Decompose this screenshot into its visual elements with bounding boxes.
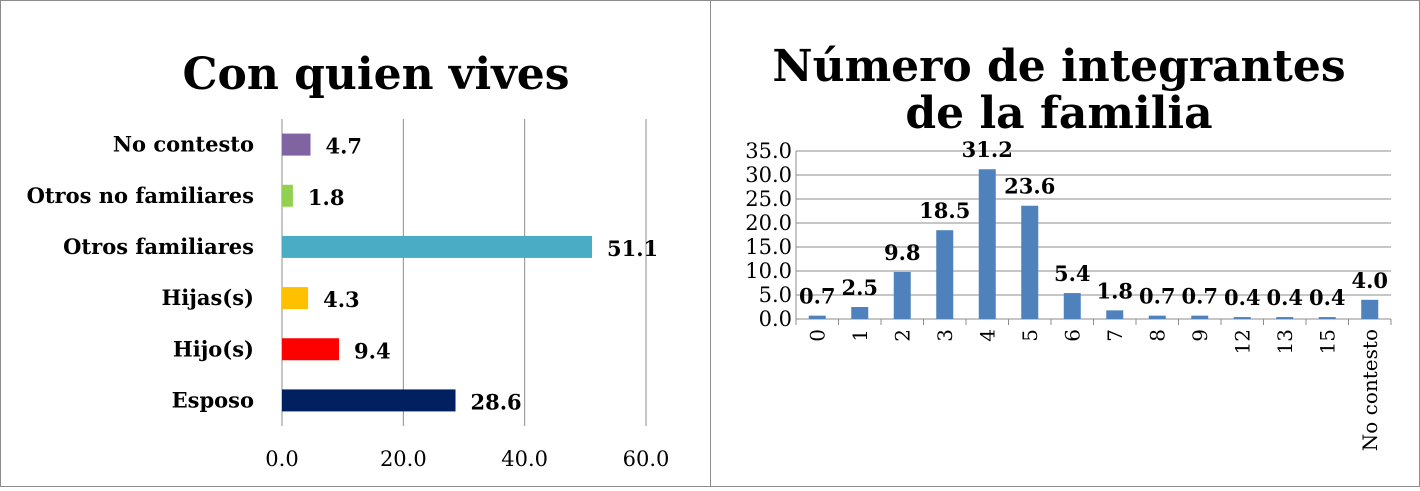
bar — [1106, 310, 1124, 319]
chart-numero-integrantes: Número de integrantes de la familia 0.7 2… — [745, 41, 1392, 451]
bar — [282, 133, 311, 156]
x-category-label: 5 — [1018, 329, 1042, 342]
chart-con-quien-vives: Con quien vives No contesto Otros no fami… — [27, 49, 670, 471]
bar — [282, 338, 340, 361]
data-label: 1.8 — [308, 185, 345, 210]
data-label: 0.7 — [799, 284, 836, 309]
bar — [282, 287, 309, 310]
x-category-label: 0 — [805, 329, 829, 342]
bar — [1191, 315, 1209, 319]
chart-title: Con quien vives — [182, 49, 569, 100]
data-label: 31.2 — [962, 137, 1013, 162]
data-label: 0.4 — [1224, 285, 1261, 310]
data-label: 5.4 — [1054, 261, 1091, 286]
data-label: 4.3 — [323, 287, 360, 312]
x-category-label: No contesto — [1358, 329, 1382, 451]
category-label: Hijas(s) — [161, 285, 254, 310]
data-label: 0.4 — [1309, 285, 1346, 310]
data-label: 2.5 — [841, 275, 878, 300]
chart-title-line-1: Número de integrantes — [772, 41, 1345, 92]
y-tick-label: 20.0 — [745, 211, 792, 235]
data-label: 4.0 — [1351, 268, 1388, 293]
x-tick-label: 60.0 — [623, 447, 670, 471]
x-category-label: 6 — [1060, 329, 1084, 342]
category-label: Esposo — [172, 387, 254, 412]
data-label: 51.1 — [607, 236, 658, 261]
x-tick-label: 20.0 — [380, 447, 427, 471]
data-label: 28.6 — [471, 389, 522, 414]
x-category-label: 13 — [1273, 329, 1297, 354]
bar — [1276, 317, 1294, 319]
bar — [282, 235, 593, 258]
category-label: Otros familiares — [63, 234, 254, 259]
x-category-label: 7 — [1103, 329, 1127, 342]
bar — [1233, 317, 1251, 319]
data-label: 9.8 — [884, 240, 921, 265]
x-category-label: 12 — [1230, 329, 1254, 354]
data-label: 0.7 — [1181, 284, 1218, 309]
bar — [1021, 205, 1039, 319]
bar — [893, 271, 911, 319]
bar — [282, 389, 456, 412]
category-label: No contesto — [113, 132, 254, 157]
x-category-label: 15 — [1315, 329, 1339, 354]
data-label: 4.7 — [326, 134, 363, 159]
y-tick-label: 10.0 — [745, 259, 792, 283]
y-tick-label: 30.0 — [745, 163, 792, 187]
y-tick-label: 5.0 — [759, 283, 792, 307]
data-label: 0.7 — [1139, 284, 1176, 309]
data-label: 1.8 — [1096, 278, 1133, 303]
bar — [851, 307, 869, 319]
x-category-label: 8 — [1145, 329, 1169, 342]
category-label: Otros no familiares — [27, 183, 254, 208]
x-category-label: 2 — [890, 329, 914, 342]
x-tick-label: 0.0 — [265, 447, 298, 471]
data-label: 23.6 — [1004, 174, 1055, 199]
bar — [978, 169, 996, 319]
data-label: 9.4 — [354, 338, 391, 363]
y-tick-label: 25.0 — [745, 187, 792, 211]
data-label: 0.4 — [1266, 285, 1303, 310]
bar — [936, 230, 954, 319]
chart-panel-numero-integrantes: Número de integrantes de la familia 0.7 2… — [710, 0, 1420, 487]
bar — [808, 315, 826, 319]
chart-panel-con-quien-vives: Con quien vives No contesto Otros no fami… — [0, 0, 711, 487]
bar — [1361, 299, 1379, 319]
bar — [1148, 315, 1166, 319]
y-tick-label: 35.0 — [745, 139, 792, 163]
x-category-label: 3 — [933, 329, 957, 342]
x-category-label: 1 — [848, 329, 872, 342]
y-tick-label: 0.0 — [759, 307, 792, 331]
bar — [1063, 293, 1081, 319]
chart-title-line-2: de la familia — [905, 88, 1212, 139]
bar — [282, 184, 293, 207]
x-category-label: 9 — [1188, 329, 1212, 342]
data-label: 18.5 — [919, 198, 970, 223]
category-label: Hijo(s) — [173, 336, 254, 361]
bar — [1318, 317, 1336, 319]
x-tick-label: 40.0 — [501, 447, 548, 471]
x-category-label: 4 — [975, 329, 999, 342]
y-tick-label: 15.0 — [745, 235, 792, 259]
